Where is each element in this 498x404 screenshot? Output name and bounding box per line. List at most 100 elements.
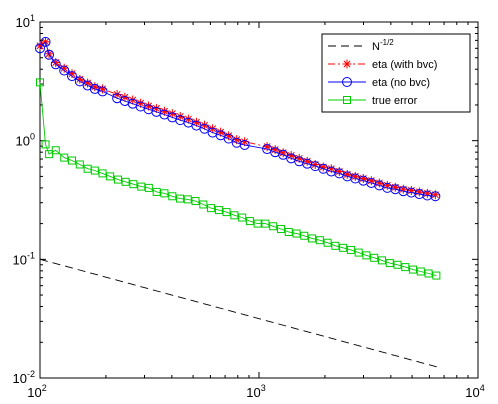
square-marker: [106, 172, 115, 181]
star-stroke: [431, 191, 439, 199]
series-eta-no-bvc-: [35, 36, 441, 202]
square-marker: [168, 192, 177, 201]
star-marker: [342, 59, 352, 69]
square-marker: [230, 211, 239, 220]
circle-marker: [350, 173, 361, 184]
legend-label: eta (with bvc): [372, 59, 437, 71]
circle-marker: [50, 59, 61, 70]
square-marker: [41, 140, 50, 149]
square-marker: [90, 166, 99, 175]
square-marker: [284, 227, 293, 236]
series-layer: [35, 36, 441, 368]
circle-marker: [223, 133, 234, 144]
square-marker: [36, 78, 44, 87]
star-marker: [430, 190, 440, 200]
square-marker: [144, 183, 153, 192]
square-marker: [253, 219, 262, 228]
square-marker: [409, 265, 418, 274]
square-marker: [416, 267, 425, 276]
axis-tick-labels: 102 103 104 10-2 10-1 100 101: [13, 13, 485, 400]
circle-marker: [40, 36, 51, 47]
x-tick-label: 102: [27, 383, 46, 400]
legend-label: eta (no bvc): [372, 77, 430, 89]
square-marker: [300, 231, 309, 240]
square-marker: [160, 189, 169, 198]
circle-marker: [398, 186, 409, 197]
y-tick-label: 10-1: [13, 250, 35, 267]
square-marker: [339, 243, 348, 252]
circle-marker: [342, 171, 353, 182]
square-marker: [68, 156, 77, 165]
star-marker: [35, 41, 45, 51]
star-stroke: [129, 96, 137, 104]
square-marker: [432, 271, 441, 280]
square-marker: [137, 182, 146, 191]
star-stroke: [168, 110, 176, 118]
square-marker: [214, 206, 223, 215]
circle-marker: [59, 65, 70, 76]
circle-marker: [358, 175, 369, 186]
square-marker: [113, 175, 122, 184]
star-stroke: [343, 60, 351, 68]
y-tick-label: 10-2: [13, 369, 35, 386]
circle-marker: [414, 189, 425, 200]
circle-marker: [44, 49, 55, 60]
square-marker: [354, 248, 363, 257]
square-marker: [60, 153, 69, 162]
legend-label: true error: [372, 95, 418, 107]
circle-marker: [326, 166, 337, 177]
star-stroke: [137, 99, 145, 107]
circle-marker: [390, 184, 401, 195]
star-stroke: [192, 118, 200, 126]
series-n-1-2: [39, 258, 439, 368]
axis-ticks: [39, 21, 479, 379]
y-tick-label: 100: [16, 132, 35, 149]
star-stroke: [113, 90, 121, 98]
square-marker: [276, 225, 285, 234]
square-marker: [191, 197, 200, 206]
square-marker: [377, 256, 386, 265]
circle-marker: [406, 187, 417, 198]
circle-marker: [382, 182, 393, 193]
circle-marker: [97, 86, 108, 97]
square-marker: [51, 146, 60, 155]
star-stroke: [68, 70, 76, 78]
circle-marker: [422, 190, 433, 201]
circle-marker: [239, 139, 250, 150]
star-stroke: [241, 138, 249, 146]
square-marker: [152, 187, 161, 196]
star-marker: [67, 69, 77, 79]
square-marker: [331, 241, 340, 250]
series-line: [39, 82, 437, 277]
square-marker: [370, 253, 379, 262]
circle-marker: [89, 83, 100, 94]
series-line: [39, 258, 439, 368]
square-marker: [385, 259, 394, 268]
circle-marker: [430, 191, 441, 202]
square-marker: [346, 245, 355, 254]
square-marker: [121, 177, 130, 186]
star-stroke: [209, 125, 217, 133]
square-marker: [222, 208, 231, 217]
legend-label: N-1/2: [372, 38, 394, 53]
star-stroke: [184, 115, 192, 123]
series-true-error: [36, 78, 441, 280]
star-stroke: [121, 93, 129, 101]
square-marker: [308, 234, 317, 243]
circle-marker: [74, 76, 85, 87]
circle-marker: [199, 123, 210, 134]
square-marker: [238, 213, 247, 222]
square-marker: [98, 169, 107, 178]
square-marker: [343, 96, 351, 104]
square-marker: [207, 204, 216, 213]
star-stroke: [36, 42, 44, 50]
legend: N-1/2 eta (with bvc) eta (no bvc) true erro…: [321, 33, 471, 113]
square-marker: [245, 217, 254, 226]
square-marker: [393, 260, 402, 269]
square-marker: [261, 219, 270, 228]
circle-marker: [231, 137, 242, 148]
square-marker: [176, 194, 185, 203]
square-marker: [292, 229, 301, 238]
square-marker: [183, 195, 192, 204]
